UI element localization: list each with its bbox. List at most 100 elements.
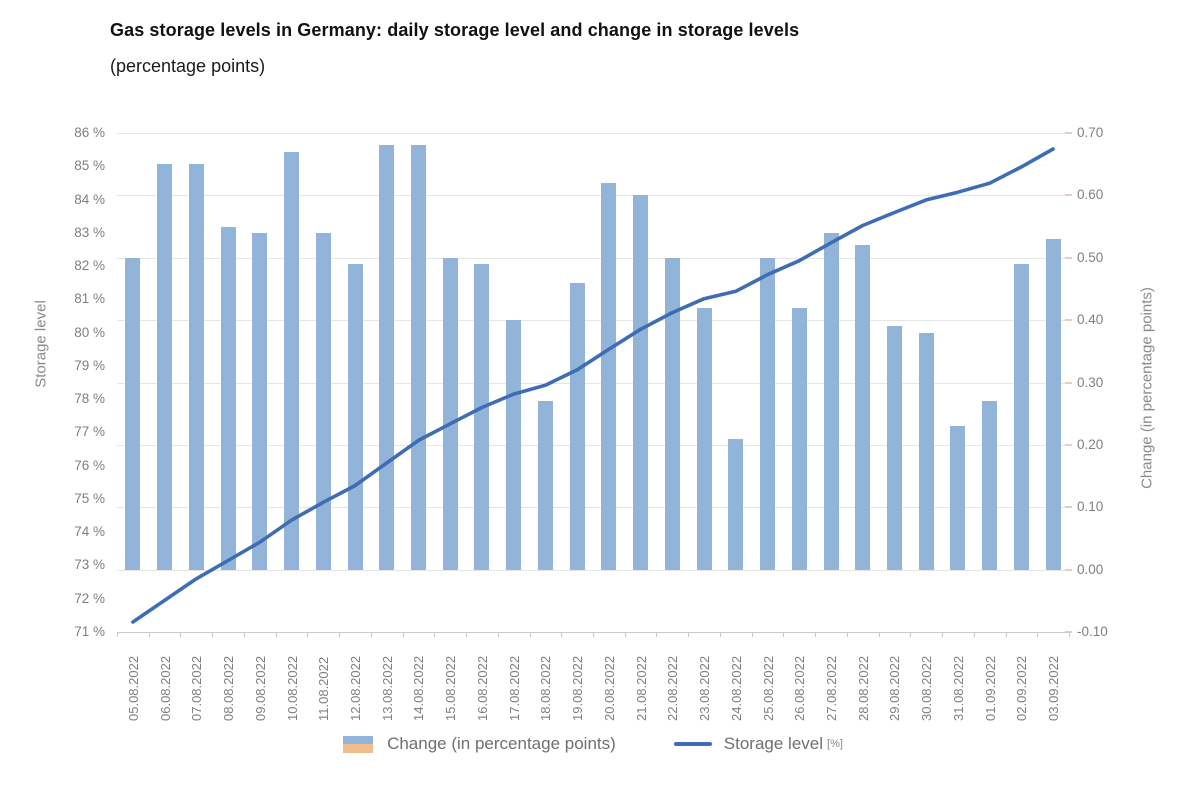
left-axis-tick-label: 84 %	[74, 191, 105, 207]
right-axis-tick-label: 0.50	[1077, 249, 1104, 265]
change-bar-swatch-icon	[343, 735, 374, 753]
change-bar	[950, 426, 966, 570]
x-axis-date-label: 18.08.2022	[538, 655, 554, 721]
change-bar	[347, 263, 363, 570]
x-axis-tick	[910, 632, 912, 637]
x-axis-tick	[180, 632, 182, 637]
x-axis-date-label: 11.08.2022	[316, 656, 332, 721]
left-axis-tick-label: 82 %	[74, 258, 105, 274]
right-axis-tick	[1065, 506, 1072, 509]
change-bar	[791, 307, 807, 570]
x-axis-tick	[307, 632, 309, 637]
legend-storage-label: Storage level	[723, 734, 824, 753]
change-bar	[664, 257, 680, 570]
change-bar	[474, 263, 490, 570]
x-axis-date-label: 19.08.2022	[570, 655, 586, 721]
gridline	[117, 195, 1069, 197]
x-axis-tick	[561, 632, 563, 637]
x-axis-date-label: 06.08.2022	[157, 655, 173, 721]
change-bar	[633, 195, 649, 570]
change-bar	[569, 282, 585, 570]
x-axis-date-label: 28.08.2022	[855, 655, 871, 721]
x-axis-tick	[402, 632, 404, 637]
x-axis-date-label: 01.09.2022	[982, 655, 998, 721]
right-axis-tick	[1065, 132, 1072, 134]
x-axis-date-label: 26.08.2022	[792, 655, 808, 721]
right-axis-tick-label: 0.00	[1077, 561, 1104, 577]
change-bar	[823, 232, 839, 570]
x-axis-tick	[212, 632, 214, 637]
left-axis-tick-label: 73 %	[74, 557, 105, 573]
right-axis-tick-label: -0.10	[1077, 624, 1108, 639]
gridline	[117, 320, 1069, 322]
legend-storage-suffix: [%]	[827, 738, 843, 750]
x-axis-tick	[593, 632, 594, 637]
x-axis-date-label: 20.08.2022	[601, 655, 617, 721]
right-axis-tick	[1065, 443, 1072, 446]
right-axis-tick-label: 0.40	[1077, 312, 1104, 328]
storage-level-line	[131, 147, 1055, 624]
x-axis-date-label: 25.08.2022	[760, 655, 776, 721]
x-axis-date-label: 14.08.2022	[411, 655, 427, 721]
x-axis-tick	[656, 632, 658, 637]
left-axis-title: Storage level	[32, 300, 50, 388]
change-bar	[252, 232, 268, 570]
legend-item-change: Change (in percentage points)	[343, 734, 616, 754]
x-axis-tick	[529, 632, 531, 637]
change-bar	[125, 257, 141, 570]
right-axis-tick-label: 0.20	[1077, 436, 1104, 452]
change-bar	[982, 401, 998, 570]
left-axis-tick-label: 80 %	[74, 324, 105, 340]
right-axis-tick-label: 0.60	[1077, 187, 1104, 203]
x-axis-tick	[497, 632, 499, 637]
x-axis-tick	[1069, 632, 1070, 637]
left-axis-tick-label: 78 %	[74, 391, 105, 407]
change-bar	[760, 257, 776, 570]
left-axis-tick-label: 71 %	[74, 624, 105, 639]
x-axis-tick	[1005, 632, 1007, 637]
x-axis-date-label: 13.08.2022	[379, 655, 395, 721]
change-bar	[601, 182, 617, 570]
change-bar	[696, 307, 712, 570]
left-axis-tick-label: 74 %	[74, 524, 105, 540]
change-bar	[1013, 263, 1029, 570]
change-bar	[728, 438, 744, 570]
right-axis-tick-label: 0.70	[1077, 125, 1104, 140]
chart-title: Gas storage levels in Germany: daily sto…	[110, 20, 800, 40]
change-bar	[220, 226, 236, 570]
x-axis-date-label: 12.08.2022	[348, 655, 363, 721]
x-axis-tick	[688, 632, 690, 637]
left-axis-tick-label: 79 %	[74, 357, 105, 373]
x-axis-tick	[973, 632, 975, 637]
chart-subtitle: (percentage points)	[110, 56, 266, 76]
x-axis-tick	[719, 632, 721, 637]
change-bar	[284, 151, 300, 570]
x-axis-date-label: 08.08.2022	[221, 655, 237, 721]
x-axis-date-label: 21.08.2022	[633, 655, 649, 721]
right-axis-tick	[1065, 319, 1072, 322]
right-axis-tick-label: 0.30	[1077, 374, 1104, 390]
x-axis-date-label: 05.08.2022	[125, 655, 141, 721]
gridline	[117, 569, 1069, 571]
x-axis-tick	[783, 632, 785, 637]
x-axis-tick	[942, 632, 944, 637]
x-axis-tick	[846, 632, 848, 637]
legend-change-label: Change (in percentage points)	[387, 734, 616, 753]
x-axis-tick	[466, 632, 468, 637]
x-axis-date-label: 07.08.2022	[189, 655, 205, 721]
x-axis-tick	[275, 632, 277, 637]
right-axis-tick	[1065, 381, 1072, 384]
gridline	[117, 507, 1069, 509]
left-axis-tick-label: 75 %	[74, 490, 105, 506]
change-bar	[918, 332, 934, 570]
change-bar	[1045, 239, 1061, 570]
x-axis-tick	[624, 632, 626, 637]
x-axis-date-label: 22.08.2022	[665, 655, 681, 721]
x-axis-date-label: 24.08.2022	[728, 655, 744, 721]
left-axis-tick-label: 85 %	[74, 158, 105, 174]
storage-line-swatch-icon	[673, 742, 712, 746]
x-axis-date-label: 30.08.2022	[919, 655, 935, 721]
left-axis-tick-label: 81 %	[74, 291, 105, 307]
change-bar	[442, 257, 458, 570]
